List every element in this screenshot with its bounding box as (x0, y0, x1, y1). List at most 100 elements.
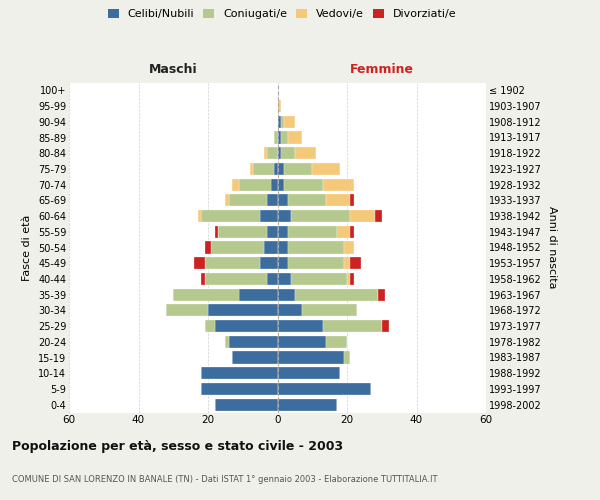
Bar (277, 178, 284, 191)
Bar (277, 116, 281, 128)
Bar (337, 226, 350, 238)
Text: COMUNE DI SAN LORENZO IN BANALE (TN) - Dati ISTAT 1° gennaio 2003 - Elaborazione: COMUNE DI SAN LORENZO IN BANALE (TN) - D… (12, 476, 437, 484)
Bar (350, 210, 375, 222)
Bar (302, 304, 358, 316)
Bar (323, 320, 382, 332)
Bar (277, 398, 337, 411)
Bar (232, 352, 277, 364)
Bar (173, 288, 239, 301)
Bar (350, 257, 361, 270)
Bar (344, 352, 350, 364)
Y-axis label: Fasce di età: Fasce di età (22, 214, 32, 280)
Bar (166, 304, 208, 316)
Bar (288, 132, 302, 143)
Bar (288, 257, 344, 270)
Bar (350, 273, 354, 285)
Bar (208, 304, 277, 316)
Bar (239, 288, 277, 301)
Bar (229, 336, 277, 348)
Bar (284, 178, 323, 191)
Text: Maschi: Maschi (149, 63, 197, 76)
Bar (263, 147, 267, 160)
Bar (347, 273, 350, 285)
Bar (267, 273, 277, 285)
Bar (295, 147, 316, 160)
Bar (211, 242, 263, 254)
Bar (205, 257, 260, 270)
Bar (277, 304, 302, 316)
Bar (281, 147, 295, 160)
Bar (277, 100, 281, 112)
Bar (218, 226, 267, 238)
Text: Popolazione per età, sesso e stato civile - 2003: Popolazione per età, sesso e stato civil… (12, 440, 343, 453)
Bar (292, 210, 350, 222)
Bar (284, 163, 312, 175)
Bar (201, 273, 205, 285)
Bar (215, 226, 218, 238)
Text: Femmine: Femmine (350, 63, 414, 76)
Bar (326, 336, 347, 348)
Bar (288, 194, 326, 206)
Bar (267, 147, 277, 160)
Legend: Celibi/Nubili, Coniugati/e, Vedovi/e, Divorziati/e: Celibi/Nubili, Coniugati/e, Vedovi/e, Di… (104, 6, 460, 22)
Bar (277, 352, 344, 364)
Bar (277, 226, 288, 238)
Bar (277, 273, 292, 285)
Bar (274, 163, 277, 175)
Y-axis label: Anni di nascita: Anni di nascita (547, 206, 557, 288)
Bar (205, 320, 215, 332)
Bar (267, 194, 277, 206)
Bar (277, 163, 284, 175)
Bar (226, 194, 229, 206)
Bar (277, 320, 323, 332)
Bar (232, 178, 239, 191)
Bar (281, 116, 284, 128)
Bar (201, 383, 277, 395)
Bar (226, 336, 229, 348)
Bar (292, 273, 347, 285)
Bar (326, 194, 350, 206)
Bar (288, 242, 344, 254)
Bar (350, 226, 354, 238)
Bar (277, 367, 340, 380)
Bar (229, 194, 267, 206)
Bar (201, 210, 260, 222)
Bar (323, 178, 354, 191)
Bar (205, 242, 211, 254)
Bar (281, 132, 288, 143)
Bar (277, 288, 295, 301)
Bar (263, 242, 277, 254)
Bar (201, 367, 277, 380)
Bar (260, 257, 277, 270)
Bar (194, 257, 205, 270)
Bar (205, 273, 267, 285)
Bar (267, 226, 277, 238)
Bar (197, 210, 201, 222)
Bar (344, 242, 354, 254)
Bar (215, 398, 277, 411)
Bar (312, 163, 340, 175)
Bar (344, 257, 350, 270)
Bar (277, 194, 288, 206)
Bar (274, 132, 277, 143)
Bar (382, 320, 389, 332)
Bar (253, 163, 274, 175)
Bar (277, 383, 371, 395)
Bar (350, 194, 354, 206)
Bar (260, 210, 277, 222)
Bar (277, 257, 288, 270)
Bar (239, 178, 271, 191)
Bar (375, 210, 382, 222)
Bar (277, 132, 281, 143)
Bar (271, 178, 277, 191)
Bar (284, 116, 295, 128)
Bar (295, 288, 378, 301)
Bar (277, 210, 292, 222)
Bar (277, 147, 281, 160)
Bar (288, 226, 337, 238)
Bar (215, 320, 277, 332)
Bar (250, 163, 253, 175)
Bar (277, 242, 288, 254)
Bar (277, 336, 326, 348)
Bar (378, 288, 385, 301)
